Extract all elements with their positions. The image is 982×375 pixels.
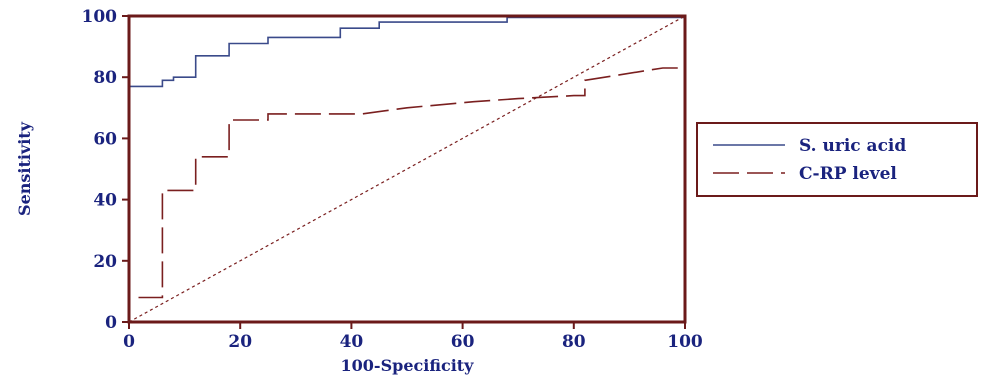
legend: S. uric acid C-RP level	[696, 122, 978, 197]
x-tick-label-20: 20	[228, 332, 252, 352]
plot-frame	[127, 14, 687, 324]
x-tick-label-80: 80	[562, 332, 586, 352]
y-tick-label-40: 40	[93, 191, 117, 211]
y-axis-tick-labels: 0 20 40 60 80 100	[82, 7, 118, 333]
x-axis-tick-labels: 0 20 40 60 80 100	[123, 332, 703, 352]
x-tick-label-100: 100	[667, 332, 703, 352]
legend-label-c-rp-level: C-RP level	[799, 164, 897, 184]
y-axis-title: Sensitivity	[15, 121, 34, 216]
reference-diagonal-line	[128, 15, 686, 323]
y-tick-label-100: 100	[82, 7, 118, 27]
x-tick-label-0: 0	[123, 332, 135, 352]
y-tick-label-0: 0	[105, 313, 117, 333]
y-tick-label-80: 80	[93, 68, 117, 88]
y-tick-label-20: 20	[93, 252, 117, 272]
x-axis-title: 100-Specificity	[341, 356, 475, 375]
x-tick-label-40: 40	[340, 332, 364, 352]
legend-box	[696, 122, 978, 197]
x-tick-label-60: 60	[451, 332, 475, 352]
series-layer	[128, 15, 686, 323]
series-c-rp-level-line	[128, 17, 686, 322]
series-s-uric-acid-line	[128, 16, 685, 322]
legend-label-s-uric-acid: S. uric acid	[799, 136, 906, 156]
y-tick-label-60: 60	[93, 129, 117, 149]
